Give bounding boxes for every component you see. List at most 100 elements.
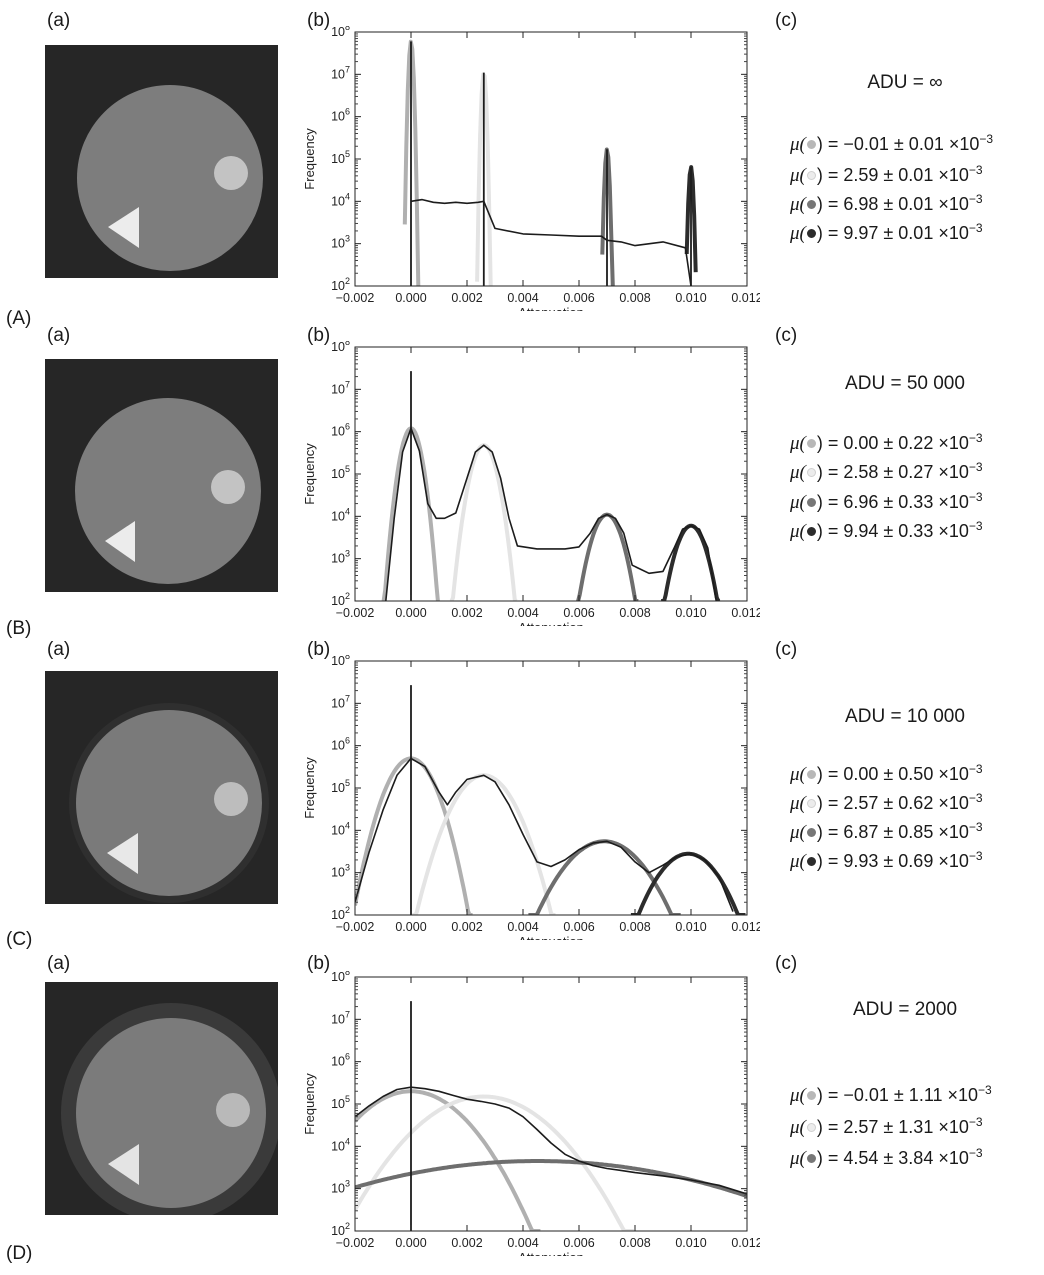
gaussian-fit-curve [355,1094,635,1231]
region-dot-icon [806,1122,816,1132]
y-tick-label: 103 [331,234,350,251]
y-tick-label: 103 [331,549,350,566]
y-tick-label: 108 [331,341,350,354]
histogram-curve [385,427,717,601]
region-dot-icon [806,769,816,779]
mu-line: μ( ) = 4.54 ± 3.84 ×10−3 [790,1146,983,1170]
mu-line: μ() = 6.87 ± 0.85 ×10−3 [790,820,983,844]
histogram-chart: −0.002 0.000 0.002 0.004 0.006 0.008 0.010 0.01… [302,26,760,311]
y-tick-label: 107 [331,1009,350,1026]
plot-marks [355,1001,747,1231]
y-tick-label: 104 [331,191,350,208]
x-tick-label: 0.010 [675,1236,706,1250]
adu-label: ADU = ∞ [867,72,943,93]
phantom-image [45,671,278,904]
x-tick-label: −0.002 [336,606,375,620]
mu-exponent: −3 [968,490,983,504]
row-c: (a) (b) (c) −0.002 0.000 0.002 0.004 0.006 0.… [0,629,1044,950]
y-tick-label: 105 [331,778,350,795]
y-axis-label: Frequency [302,443,317,505]
mu-line: μ() = 2.59 ± 0.01 ×10−3 [790,163,983,187]
mu-open: μ( [790,1148,806,1169]
row-a: (a) (b) (c) −0.002 0.000 0.002 0.004 0.006 0.… [0,0,1044,329]
mu-exponent: −3 [968,221,983,235]
phantom-circle-insert [214,782,248,816]
plot-marks [381,371,721,601]
row-label: (D) [6,1243,33,1264]
x-tick-label: 0.002 [451,291,482,305]
histogram-chart: −0.002 0.000 0.002 0.004 0.006 0.008 0.010 0.01… [302,341,760,626]
x-tick-label: −0.002 [336,920,375,934]
phantom-drawing [75,398,261,584]
x-tick-label: 0.000 [395,1236,426,1250]
mu-value: ) = 0.00 ± 0.50 ×10 [816,764,969,784]
y-tick-label: 106 [331,422,350,439]
plot-area [355,347,747,601]
x-tick-label: 0.008 [619,291,650,305]
x-tick-label: 0.004 [507,606,538,620]
mu-open: μ( [790,165,806,186]
x-axis-label: Attenuation [518,1250,584,1256]
mu-line: μ() = 2.58 ± 0.27 ×10−3 [790,460,983,484]
y-tick-label: 108 [331,971,350,984]
phantom-image [45,982,278,1215]
x-tick-label: 0.006 [563,920,594,934]
region-dot-icon [806,798,816,808]
gaussian-fit-curve [355,1159,747,1198]
region-dot-icon [806,526,816,536]
x-tick-label: 0.012 [731,920,760,934]
x-axis-label: Attenuation [518,620,584,626]
region-dot-icon [806,467,816,477]
y-tick-label: 108 [331,26,350,39]
x-tick-label: 0.010 [675,606,706,620]
x-tick-label: 0.004 [507,291,538,305]
y-axis-label: Frequency [302,1073,317,1135]
x-tick-label: 0.006 [563,291,594,305]
mu-line: μ() = 9.93 ± 0.69 ×10−3 [790,849,983,873]
mu-value: ) = 6.98 ± 0.01 ×10 [816,194,969,214]
phantom-drawing [69,703,269,903]
x-tick-label: 0.004 [507,1236,538,1250]
x-tick-label: 0.006 [563,1236,594,1250]
mu-open: μ( [790,793,806,814]
mu-line: μ() = 0.00 ± 0.50 ×10−3 [790,762,983,786]
histogram-chart: −0.002 0.000 0.002 0.004 0.006 0.008 0.010 0.01… [302,655,760,940]
y-tick-label: 107 [331,693,350,710]
panel-c-label: (c) [775,639,798,660]
panel-a-label: (a) [47,325,71,346]
phantom-circle-insert [211,470,245,504]
row-b: (a) (b) (c) −0.002 0.000 0.002 0.004 0.006 0.… [0,315,1044,639]
gaussian-fit-curve [355,756,474,915]
adu-label: ADU = 50 000 [845,373,965,394]
y-axis-label: Frequency [302,128,317,190]
panel-c-label: (c) [775,953,798,974]
x-tick-label: 0.002 [451,606,482,620]
region-dot-icon [806,1090,816,1100]
x-tick-label: 0.006 [563,606,594,620]
mu-line: μ() = 2.57 ± 0.62 ×10−3 [790,791,983,815]
mu-exponent: −3 [968,1146,983,1160]
y-tick-label: 102 [331,591,350,608]
mu-exponent: −3 [968,163,983,177]
mu-value: ) = 9.93 ± 0.69 ×10 [816,851,969,871]
mu-value: ) = 2.57 ± 1.31 ×10 [816,1117,969,1137]
mu-line: μ() = −0.01 ± 1.11 ×10−3 [790,1083,992,1107]
y-tick-label: 103 [331,1179,350,1196]
mu-exponent: −3 [968,192,983,206]
panel-b-label: (b) [307,325,331,346]
region-dot-icon [806,1153,816,1163]
row-label: (A) [6,308,32,329]
panel-b-label: (b) [307,639,331,660]
mu-open: μ( [790,223,806,244]
panel-c-label: (c) [775,325,798,346]
mu-open: μ( [790,851,806,872]
y-axis-label: Frequency [302,757,317,819]
phantom-triangle-insert [107,833,138,874]
x-tick-label: 0.004 [507,920,538,934]
y-tick-label: 106 [331,107,350,124]
phantom-image [45,359,278,592]
phantom-drawing [77,85,263,271]
plot-marks [355,685,746,915]
mu-value: ) = 4.54 ± 3.84 ×10 [816,1148,969,1168]
x-tick-label: −0.002 [336,291,375,305]
